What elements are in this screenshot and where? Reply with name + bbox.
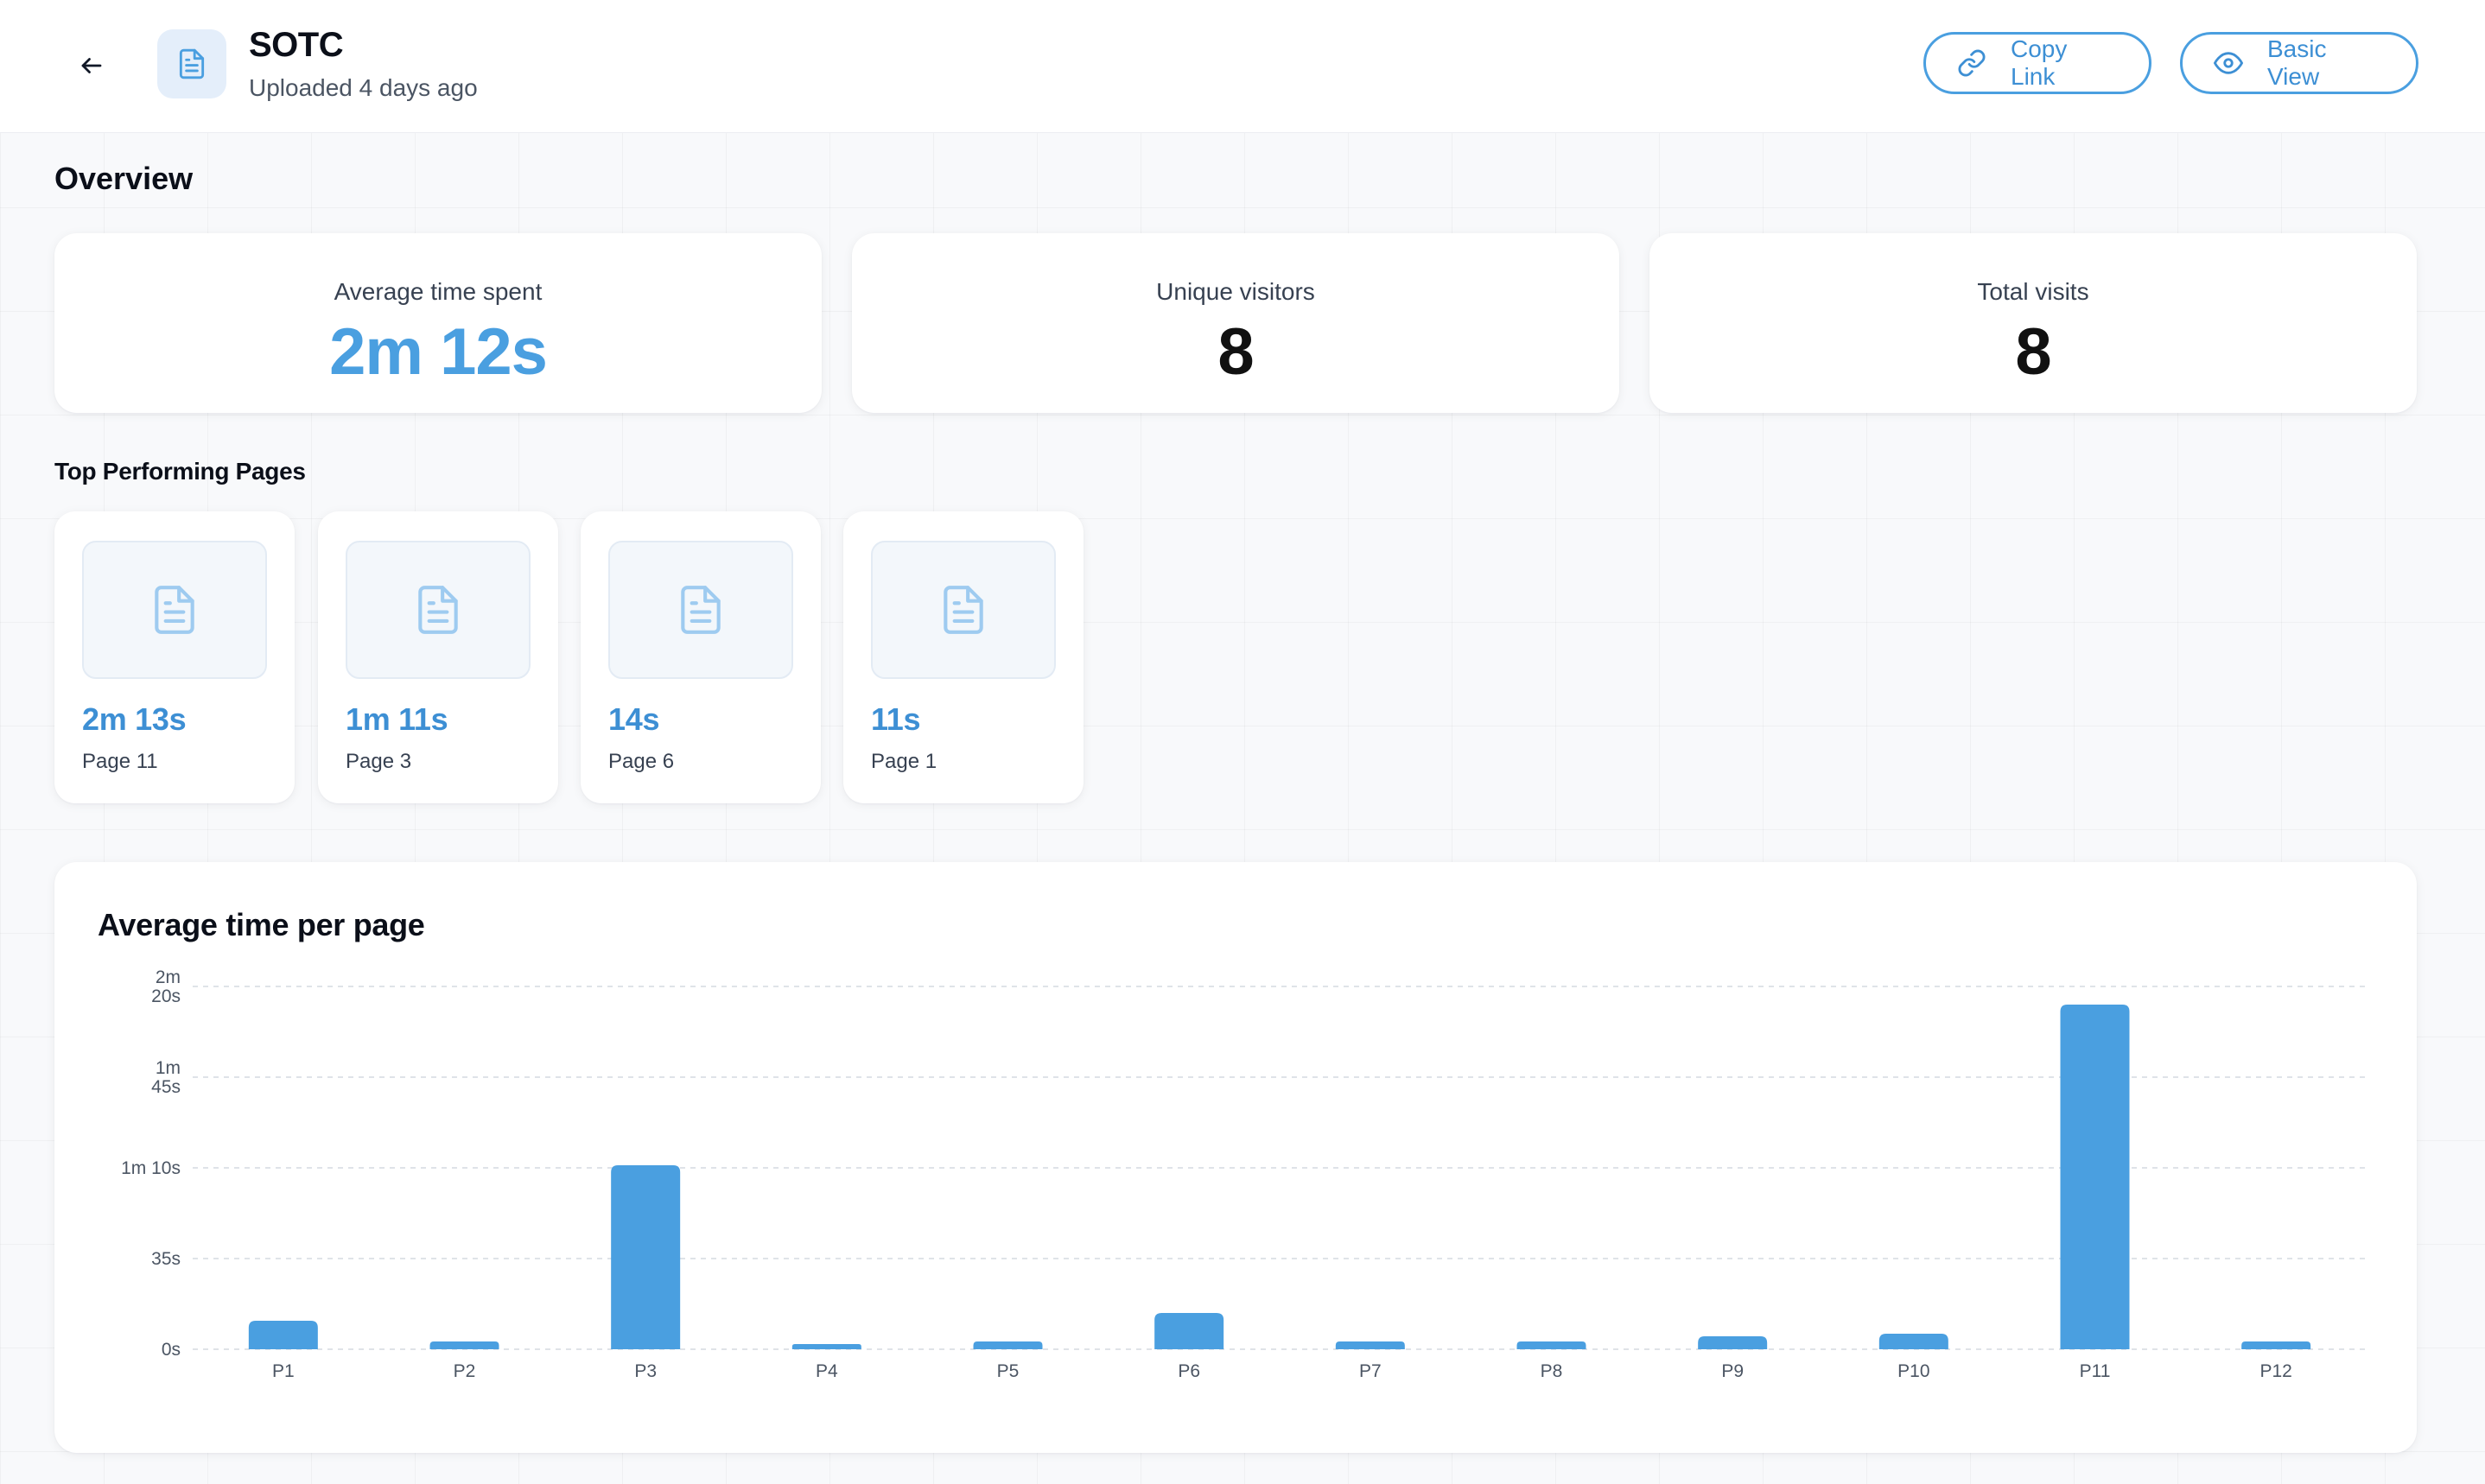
- y-tick-label: 35s: [151, 1249, 181, 1269]
- y-tick-label: 2m 20s: [151, 967, 181, 1006]
- stat-label: Average time spent: [334, 278, 543, 305]
- document-tile: [157, 29, 226, 98]
- copy-link-label: Copy Link: [2011, 35, 2068, 90]
- stat-value: 8: [2015, 315, 2051, 389]
- bar-p11[interactable]: [2060, 1005, 2130, 1349]
- document-icon: [944, 586, 983, 634]
- document-icon: [155, 586, 194, 634]
- page-name: Page 3: [346, 750, 412, 773]
- avg-time-bar-chart: 0s 35s 1m 10s 1m 45s 2m 20s P1 P2 P3 P4 P5 P6 P7 P8 P9 P…: [121, 967, 2367, 1381]
- overview-heading: Overview: [54, 161, 194, 196]
- y-tick-label: 1m 10s: [121, 1158, 181, 1178]
- page-thumbnail: [82, 541, 267, 679]
- document-icon: [418, 586, 458, 634]
- page-name: Page 6: [608, 750, 675, 773]
- document-title: SOTC: [249, 26, 344, 64]
- stat-card-avg-time: Average time spent 2m 12s: [54, 233, 822, 413]
- top-page-card[interactable]: 11s Page 1: [843, 511, 1084, 803]
- x-tick-label: P2: [454, 1361, 476, 1381]
- page-time: 2m 13s: [82, 701, 187, 737]
- top-page-card[interactable]: 14s Page 6: [581, 511, 821, 803]
- copy-link-button[interactable]: Copy Link: [1923, 32, 2151, 94]
- bar-p8[interactable]: [1516, 1341, 1586, 1349]
- bar-p7[interactable]: [1335, 1341, 1405, 1349]
- page-thumbnail: [608, 541, 793, 679]
- page-name: Page 1: [871, 750, 937, 773]
- y-tick-label: 0s: [162, 1340, 181, 1360]
- page-time: 14s: [608, 701, 660, 737]
- x-tick-label: P9: [1721, 1361, 1744, 1381]
- avg-time-chart-card: Average time per page 0s 35s 1m 10s 1m 45s 2m…: [54, 862, 2417, 1453]
- chart-title: Average time per page: [98, 907, 425, 942]
- x-tick-label: P8: [1541, 1361, 1563, 1381]
- x-tick-label: P7: [1359, 1361, 1382, 1381]
- link-icon: [1958, 49, 1986, 77]
- document-icon: [681, 586, 721, 634]
- top-page-card[interactable]: 1m 11s Page 3: [318, 511, 558, 803]
- document-icon: [179, 48, 205, 79]
- bar-p3[interactable]: [611, 1165, 681, 1349]
- stat-label: Unique visitors: [1156, 278, 1315, 305]
- back-button[interactable]: [74, 48, 109, 83]
- x-tick-label: P5: [997, 1361, 1020, 1381]
- top-page-card[interactable]: 2m 13s Page 11: [54, 511, 295, 803]
- bar-p12[interactable]: [2241, 1341, 2311, 1349]
- page-thumbnail: [346, 541, 531, 679]
- bar-p1[interactable]: [248, 1321, 318, 1349]
- bar-p6[interactable]: [1154, 1313, 1224, 1349]
- x-tick-label: P1: [272, 1361, 295, 1381]
- stat-label: Total visits: [1977, 278, 2089, 305]
- x-tick-label: P11: [2080, 1361, 2111, 1381]
- page-thumbnail: [871, 541, 1056, 679]
- y-tick-label: 1m 45s: [151, 1058, 181, 1097]
- basic-view-label: Basic View: [2267, 35, 2327, 90]
- bar-p4[interactable]: [791, 1344, 861, 1349]
- x-tick-label: P10: [1897, 1361, 1929, 1381]
- bar-p10[interactable]: [1878, 1334, 1948, 1349]
- x-tick-label: P12: [2259, 1361, 2291, 1381]
- page-time: 1m 11s: [346, 701, 448, 737]
- eye-icon: [2214, 52, 2243, 74]
- upload-time: Uploaded 4 days ago: [249, 74, 478, 101]
- top-bar: SOTC Uploaded 4 days ago Copy Link Basic…: [0, 0, 2485, 133]
- x-tick-label: P3: [634, 1361, 657, 1381]
- stat-card-total-visits: Total visits 8: [1649, 233, 2417, 413]
- top-pages-heading: Top Performing Pages: [54, 458, 306, 485]
- stat-value: 8: [1217, 315, 1254, 389]
- arrow-left-icon: [81, 58, 102, 73]
- stat-card-unique-visitors: Unique visitors 8: [852, 233, 1619, 413]
- bar-p9[interactable]: [1698, 1336, 1768, 1349]
- x-tick-label: P4: [816, 1361, 838, 1381]
- page-time: 11s: [871, 701, 921, 737]
- page-name: Page 11: [82, 750, 158, 773]
- basic-view-button[interactable]: Basic View: [2180, 32, 2418, 94]
- bar-p2[interactable]: [429, 1341, 499, 1349]
- bar-p5[interactable]: [973, 1341, 1043, 1349]
- stat-value: 2m 12s: [329, 315, 548, 389]
- x-tick-label: P6: [1178, 1361, 1200, 1381]
